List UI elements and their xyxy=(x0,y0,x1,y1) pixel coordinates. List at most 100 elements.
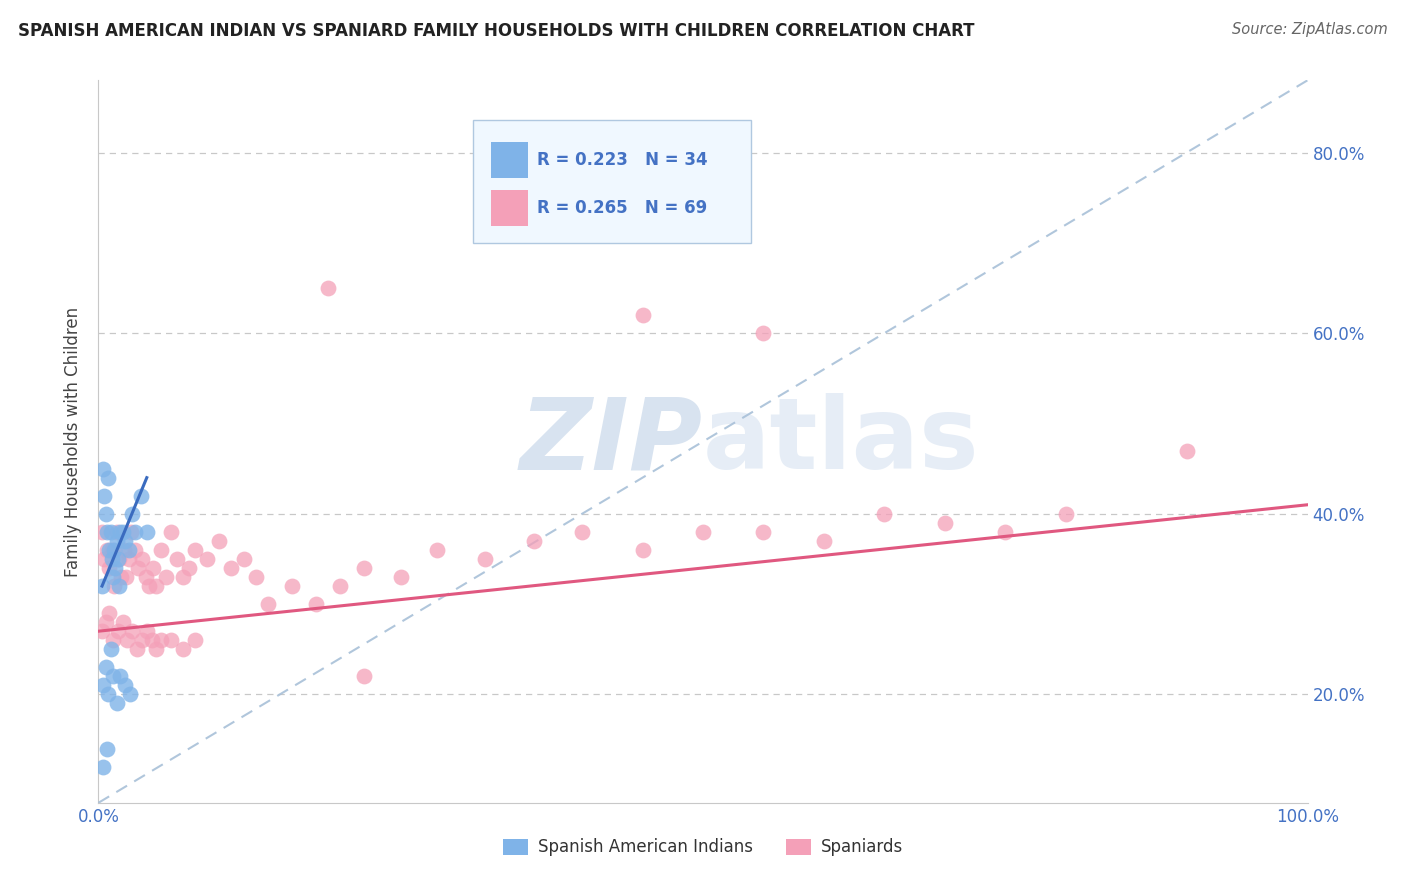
FancyBboxPatch shape xyxy=(492,190,527,227)
Point xyxy=(108,579,131,593)
Point xyxy=(179,561,201,575)
Point xyxy=(353,669,375,683)
Text: atlas: atlas xyxy=(703,393,980,490)
Point xyxy=(994,524,1017,539)
Point xyxy=(124,524,146,539)
Point xyxy=(316,281,339,295)
Point xyxy=(101,669,124,683)
Point xyxy=(121,507,143,521)
Point xyxy=(142,561,165,575)
Point xyxy=(135,524,157,539)
Point xyxy=(245,570,267,584)
Point xyxy=(150,633,173,648)
Point xyxy=(221,561,243,575)
Point xyxy=(93,552,115,566)
Point xyxy=(98,606,121,620)
Point xyxy=(97,471,120,485)
Point xyxy=(426,542,449,557)
Point xyxy=(281,579,304,593)
Point xyxy=(121,624,143,639)
Point xyxy=(94,660,117,674)
Point xyxy=(131,633,153,648)
Point xyxy=(100,524,122,539)
Point xyxy=(100,552,122,566)
Point xyxy=(184,633,207,648)
Point xyxy=(256,597,278,611)
Point xyxy=(105,533,128,548)
Point xyxy=(135,624,157,639)
Point xyxy=(934,516,956,530)
Point xyxy=(97,687,120,701)
Point xyxy=(571,524,593,539)
Point xyxy=(96,524,118,539)
Point xyxy=(100,542,122,557)
Point xyxy=(107,624,129,639)
Point xyxy=(166,552,188,566)
Point xyxy=(208,533,231,548)
Point xyxy=(118,542,141,557)
Point xyxy=(129,489,152,503)
Point xyxy=(103,579,125,593)
Point xyxy=(138,579,160,593)
Point xyxy=(305,597,328,611)
Point xyxy=(101,570,124,584)
Point xyxy=(118,552,141,566)
Point xyxy=(110,570,132,584)
Text: SPANISH AMERICAN INDIAN VS SPANIARD FAMILY HOUSEHOLDS WITH CHILDREN CORRELATION : SPANISH AMERICAN INDIAN VS SPANIARD FAMI… xyxy=(18,22,974,40)
Point xyxy=(114,533,136,548)
Point xyxy=(873,507,896,521)
FancyBboxPatch shape xyxy=(474,120,751,243)
Point xyxy=(108,524,131,539)
Point xyxy=(752,326,775,341)
Point xyxy=(184,542,207,557)
Point xyxy=(111,524,134,539)
Point xyxy=(523,533,546,548)
Point xyxy=(94,507,117,521)
Point xyxy=(104,561,127,575)
Point xyxy=(91,760,114,774)
Text: ZIP: ZIP xyxy=(520,393,703,490)
Point xyxy=(135,570,157,584)
Point xyxy=(112,542,135,557)
Point xyxy=(91,461,114,475)
FancyBboxPatch shape xyxy=(492,142,527,178)
Point xyxy=(94,615,117,630)
Point xyxy=(353,561,375,575)
Point xyxy=(93,489,115,503)
Point xyxy=(474,552,496,566)
Point xyxy=(160,633,183,648)
Point xyxy=(103,542,125,557)
Point xyxy=(389,570,412,584)
Point xyxy=(105,697,128,711)
Point xyxy=(105,524,128,539)
Point xyxy=(96,741,118,756)
Point xyxy=(96,542,118,557)
Point xyxy=(98,561,121,575)
Point xyxy=(91,524,114,539)
Point xyxy=(172,642,194,657)
Point xyxy=(1175,443,1198,458)
Point xyxy=(91,678,114,692)
Point xyxy=(195,552,218,566)
Point xyxy=(131,552,153,566)
Point xyxy=(127,561,149,575)
Point xyxy=(91,579,114,593)
Point xyxy=(232,552,254,566)
Text: R = 0.223   N = 34: R = 0.223 N = 34 xyxy=(537,151,709,169)
Point xyxy=(108,552,131,566)
Legend: Spanish American Indians, Spaniards: Spanish American Indians, Spaniards xyxy=(496,831,910,863)
Point xyxy=(1054,507,1077,521)
Point xyxy=(631,542,654,557)
Point xyxy=(124,542,146,557)
Point xyxy=(114,678,136,692)
Point xyxy=(118,687,141,701)
Point xyxy=(813,533,835,548)
Point xyxy=(108,669,131,683)
Point xyxy=(98,542,121,557)
Point xyxy=(752,524,775,539)
Point xyxy=(692,524,714,539)
Point xyxy=(329,579,352,593)
Point xyxy=(107,552,129,566)
Text: Source: ZipAtlas.com: Source: ZipAtlas.com xyxy=(1232,22,1388,37)
Point xyxy=(111,615,134,630)
